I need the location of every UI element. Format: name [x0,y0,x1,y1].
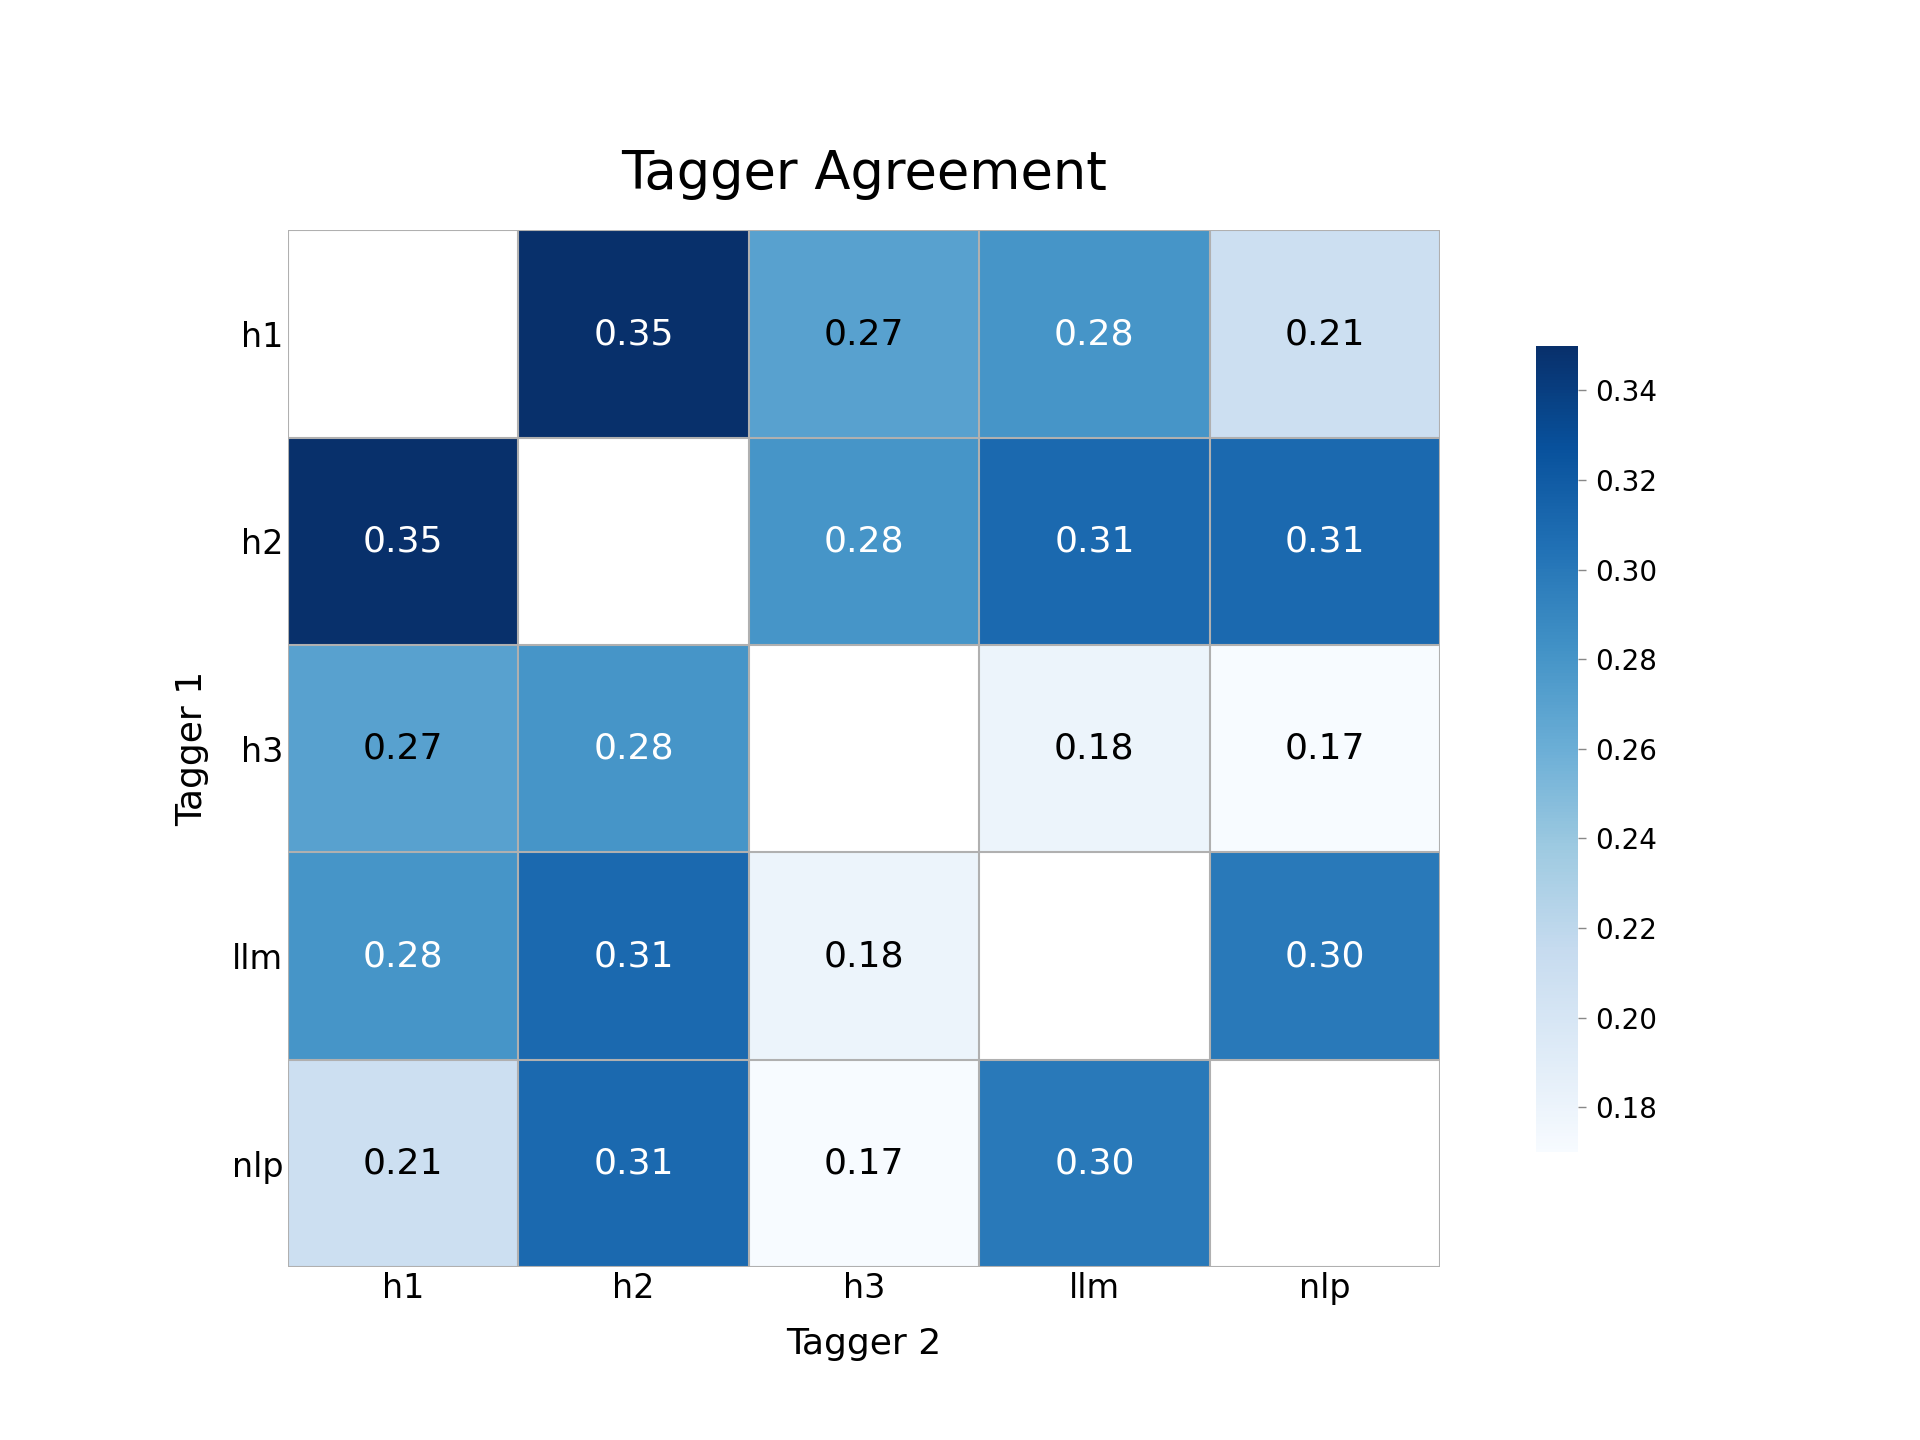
Bar [518,852,749,1060]
Text: 0.27: 0.27 [363,732,444,766]
Text: 0.28: 0.28 [593,732,674,766]
Text: 0.21: 0.21 [1284,317,1365,351]
Bar [518,645,749,852]
Bar [749,645,979,852]
Bar [979,645,1210,852]
Text: 0.18: 0.18 [1054,732,1135,766]
Text: 0.17: 0.17 [1284,732,1365,766]
Text: 0.31: 0.31 [593,939,674,973]
Text: 0.30: 0.30 [1054,1146,1135,1181]
Bar [288,852,518,1060]
Text: 0.28: 0.28 [1054,317,1135,351]
Text: 0.35: 0.35 [593,317,674,351]
Bar [749,1060,979,1267]
Text: 0.31: 0.31 [593,1146,674,1181]
Bar [979,438,1210,645]
Text: 0.21: 0.21 [363,1146,444,1181]
Bar [288,230,518,438]
Text: 0.28: 0.28 [363,939,444,973]
Bar [1210,438,1440,645]
X-axis label: Tagger 2: Tagger 2 [787,1328,941,1361]
Title: Tagger Agreement: Tagger Agreement [620,148,1108,200]
Bar [979,852,1210,1060]
Text: 0.27: 0.27 [824,317,904,351]
Text: 0.30: 0.30 [1284,939,1365,973]
Bar [979,230,1210,438]
Bar [749,438,979,645]
Bar [749,852,979,1060]
Y-axis label: Tagger 1: Tagger 1 [175,671,209,827]
Bar [979,1060,1210,1267]
Text: 0.35: 0.35 [363,524,444,559]
Text: 0.31: 0.31 [1054,524,1135,559]
Bar [749,230,979,438]
Bar [518,230,749,438]
Text: 0.17: 0.17 [824,1146,904,1181]
Bar [1210,230,1440,438]
Bar [288,438,518,645]
Bar [1210,645,1440,852]
Bar [518,438,749,645]
Bar [518,1060,749,1267]
Bar [1210,852,1440,1060]
Bar [1210,1060,1440,1267]
Text: 0.31: 0.31 [1284,524,1365,559]
Bar [288,645,518,852]
Bar [288,1060,518,1267]
Text: 0.18: 0.18 [824,939,904,973]
Text: 0.28: 0.28 [824,524,904,559]
